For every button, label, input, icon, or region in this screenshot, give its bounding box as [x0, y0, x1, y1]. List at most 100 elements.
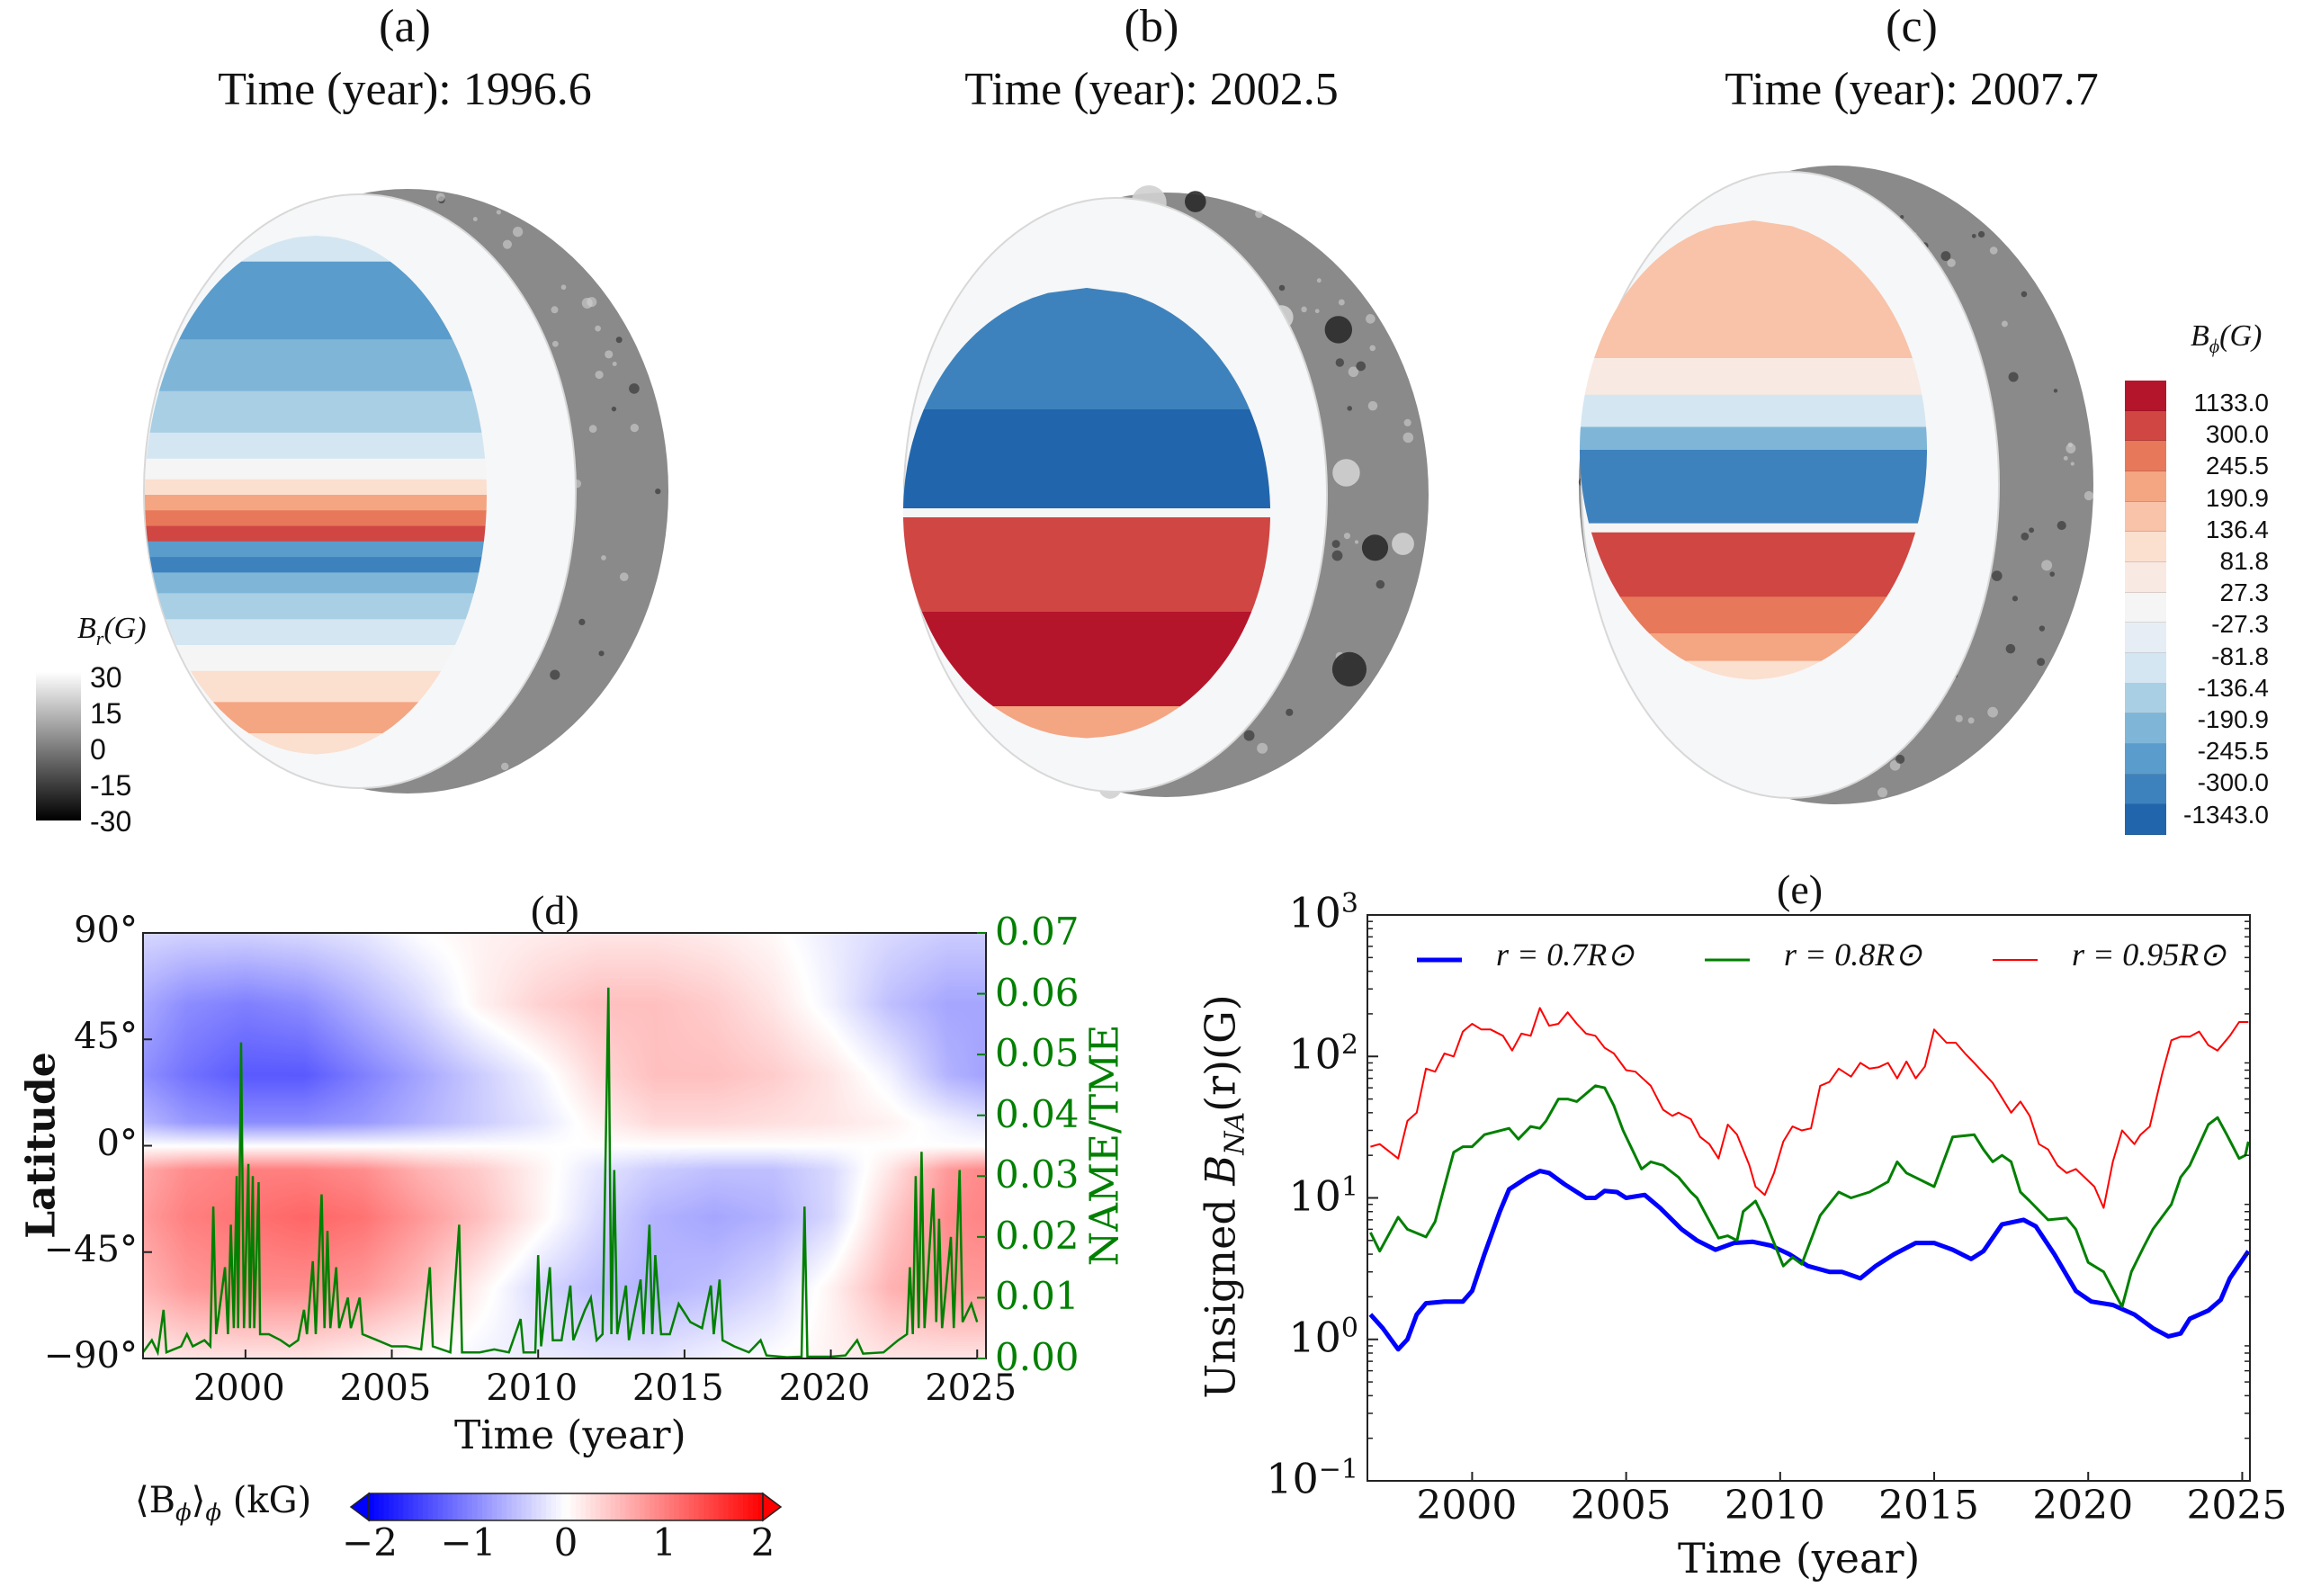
- magnetogram-spot: [598, 650, 605, 657]
- colorbar-d-segment: [526, 1493, 533, 1520]
- magnetogram-spot: [611, 406, 617, 412]
- toroidal-field-band: [148, 541, 484, 558]
- x-tick-label: 2000: [1416, 1483, 1518, 1529]
- colorbar-d-tick-label: −1: [440, 1520, 497, 1565]
- y2-tick-label: 0.04: [995, 1091, 1080, 1136]
- colorbar-d-segment: [383, 1493, 390, 1520]
- y-tick-label: 0°: [96, 1122, 138, 1164]
- br-colorbar: [36, 672, 81, 820]
- x-tick-label: 2015: [1878, 1483, 1979, 1529]
- magnetogram-spot: [2041, 560, 2053, 571]
- colorbar-d-segment: [393, 1493, 399, 1520]
- bphi-tick-label: 245.5: [2205, 452, 2269, 480]
- bphi-tick-label: 300.0: [2205, 420, 2269, 449]
- colorbar-d-segment: [728, 1493, 734, 1520]
- bphi-tick-label: 81.8: [2219, 547, 2270, 575]
- y2-tick-label: 0.00: [995, 1335, 1080, 1379]
- x-tick-label: 2020: [2032, 1483, 2134, 1529]
- magnetogram-spot: [1402, 432, 1414, 444]
- magnetogram-spot: [1989, 247, 1998, 255]
- legend-label: r = 0.7R⊙: [1496, 937, 1635, 973]
- panel-a-label: (a): [379, 1, 431, 52]
- toroidal-field-band: [903, 517, 1270, 613]
- colorbar-d-segment: [408, 1493, 414, 1520]
- colorbar-d-segment: [684, 1493, 690, 1520]
- colorbar-d-segment: [674, 1493, 680, 1520]
- colorbar-d-segment: [743, 1493, 749, 1520]
- y-tick-label: 103: [1288, 888, 1358, 937]
- br-tick-label: -30: [90, 805, 132, 838]
- br-tick-label: 15: [90, 697, 122, 730]
- name-tme-series-line: [141, 987, 979, 1358]
- y-tick-label: 101: [1288, 1170, 1358, 1220]
- magnetogram-spot: [1376, 579, 1385, 589]
- magnetogram-spot: [1971, 234, 1976, 238]
- colorbar-d-segment: [570, 1493, 577, 1520]
- magnetogram-spot: [1356, 361, 1367, 372]
- magnetogram-spot: [619, 572, 629, 581]
- y-tick-label: 90°: [74, 910, 138, 951]
- colorbar-d-segment: [511, 1493, 517, 1520]
- bphi-tick-label: 190.9: [2205, 483, 2269, 512]
- colorbar-d-segment: [477, 1493, 483, 1520]
- magnetogram-spot: [2021, 291, 2028, 298]
- x-tick-label: 2000: [193, 1367, 285, 1409]
- colorbar-d-segment: [501, 1493, 507, 1520]
- colorbar-d-segment: [614, 1493, 621, 1520]
- x-tick-label: 2010: [486, 1367, 578, 1409]
- magnetogram-spot: [1991, 570, 2003, 581]
- bphi-colorbar-swatch: [2125, 410, 2166, 442]
- toroidal-field-band: [178, 261, 453, 340]
- toroidal-field-band: [1580, 426, 1927, 451]
- series-line-3: [1370, 1007, 2249, 1209]
- bphi-colorbar-swatch: [2125, 652, 2166, 684]
- bphi-colorbar-swatch: [2125, 592, 2166, 623]
- colorbar-d-segment: [718, 1493, 724, 1520]
- bphi-colorbar-swatch: [2125, 501, 2166, 533]
- colorbar-d-segment: [678, 1493, 685, 1520]
- toroidal-field-band: [1685, 660, 1822, 680]
- colorbar-d-segment: [600, 1493, 606, 1520]
- toroidal-field-band: [176, 645, 455, 672]
- colorbar-d-segment: [610, 1493, 616, 1520]
- colorbar-d-segment: [620, 1493, 626, 1520]
- colorbar-d-segment: [575, 1493, 582, 1520]
- magnetogram-spot: [1392, 533, 1414, 555]
- y-tick-label: −90°: [43, 1335, 138, 1376]
- toroidal-field-band: [1580, 450, 1927, 525]
- magnetogram-spot: [588, 425, 597, 434]
- toroidal-field-band: [149, 557, 482, 573]
- colorbar-d-segment: [644, 1493, 650, 1520]
- toroidal-field-band: [157, 593, 474, 620]
- magnetogram-spot: [435, 193, 445, 202]
- bphi-colorbar-swatch: [2125, 804, 2166, 835]
- magnetogram-spot: [472, 217, 478, 222]
- magnetogram-spot: [1895, 754, 1905, 764]
- colorbar-d-segment: [580, 1493, 587, 1520]
- x-tick-label: 2015: [632, 1367, 724, 1409]
- magnetogram-spot: [2005, 643, 2016, 654]
- colorbar-d-segment: [640, 1493, 646, 1520]
- colorbar-d-tick-label: 0: [553, 1520, 578, 1565]
- colorbar-d-segment: [536, 1493, 542, 1520]
- x-tick-label: 2010: [1724, 1483, 1825, 1529]
- magnetogram-spot: [2001, 320, 2008, 327]
- magnetogram-spot: [2037, 658, 2046, 667]
- magnetogram-spot: [512, 226, 524, 238]
- colorbar-d-segment: [757, 1493, 764, 1520]
- colorbar-d-segment: [403, 1493, 409, 1520]
- toroidal-field-band: [190, 670, 442, 703]
- panel-a-title: Time (year): 1996.6: [218, 64, 592, 115]
- magnetogram-spot: [2053, 389, 2058, 393]
- toroidal-field-band: [1580, 394, 1927, 427]
- colorbar-d-segment: [491, 1493, 497, 1520]
- bphi-tick-label: 27.3: [2219, 578, 2270, 607]
- colorbar-d-segment: [373, 1493, 380, 1520]
- colorbar-d-segment: [664, 1493, 670, 1520]
- magnetogram-spot: [551, 340, 559, 347]
- toroidal-field-band: [158, 339, 473, 392]
- magnetogram-spot: [2008, 372, 2019, 382]
- magnetogram-spot: [1316, 278, 1322, 283]
- colorbar-d-segment: [630, 1493, 636, 1520]
- bphi-colorbar-swatch: [2125, 561, 2166, 593]
